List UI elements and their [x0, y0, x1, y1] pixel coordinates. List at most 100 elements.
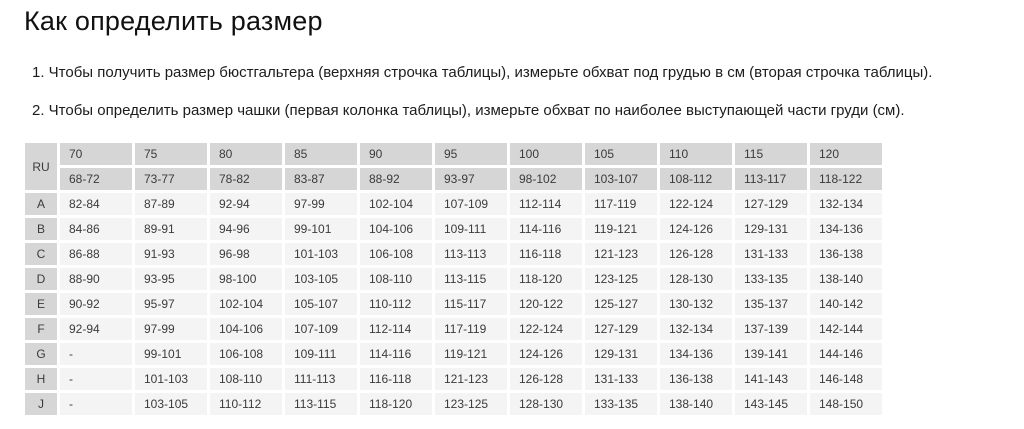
bust-range-cell: 104-106 [360, 218, 432, 240]
band-size-cell: 70 [60, 143, 132, 165]
bust-range-cell: 109-111 [285, 343, 357, 365]
bust-range-cell: 127-129 [585, 318, 657, 340]
bust-range-cell: 87-89 [135, 193, 207, 215]
bust-range-cell: 113-115 [435, 268, 507, 290]
size-table: RU 70 75 80 85 90 95 100 105 110 115 120 68-72 73-77 7… [22, 140, 885, 418]
size-guide-page: Как определить размер 1. Чтобы получить … [0, 6, 1024, 429]
bust-range-cell: 108-110 [210, 368, 282, 390]
bust-range-cell: 110-112 [210, 393, 282, 415]
table-row: D 88-90 93-95 98-100 103-105 108-110 113-115 11… [25, 268, 882, 290]
instruction-step-2: 2. Чтобы определить размер чашки (первая… [32, 102, 905, 119]
bust-range-cell: 115-117 [435, 293, 507, 315]
band-size-cell: 90 [360, 143, 432, 165]
band-size-cell: 100 [510, 143, 582, 165]
bust-range-cell: 108-110 [360, 268, 432, 290]
bust-range-cell: 113-113 [435, 243, 507, 265]
bust-range-cell: 102-104 [360, 193, 432, 215]
table-row: B 84-86 89-91 94-96 99-101 104-106 109-111 114-… [25, 218, 882, 240]
bust-range-cell: 117-119 [435, 318, 507, 340]
bust-range-cell: 90-92 [60, 293, 132, 315]
band-size-cell: 75 [135, 143, 207, 165]
bust-range-cell: 126-128 [510, 368, 582, 390]
bust-range-cell: 138-140 [810, 268, 882, 290]
bust-range-cell: 103-105 [135, 393, 207, 415]
bust-range-cell: 111-113 [285, 368, 357, 390]
bust-range-cell: 93-95 [135, 268, 207, 290]
bust-range-cell: 120-122 [510, 293, 582, 315]
table-row: J -103-105 110-112 113-115 118-120 123-125 128… [25, 393, 882, 415]
bust-range-cell: 129-131 [585, 343, 657, 365]
underbust-range-cell: 68-72 [60, 168, 132, 190]
underbust-range-cell: 93-97 [435, 168, 507, 190]
bust-range-cell: 116-118 [360, 368, 432, 390]
bust-range-cell: 144-146 [810, 343, 882, 365]
band-size-cell: 85 [285, 143, 357, 165]
bust-range-cell: - [60, 343, 132, 365]
bust-range-cell: 106-108 [360, 243, 432, 265]
bust-range-cell: 116-118 [510, 243, 582, 265]
bust-range-cell: 142-144 [810, 318, 882, 340]
bust-range-cell: 112-114 [360, 318, 432, 340]
bust-range-cell: 119-121 [435, 343, 507, 365]
bust-range-cell: 109-111 [435, 218, 507, 240]
bust-range-cell: 112-114 [510, 193, 582, 215]
underbust-range-cell: 103-107 [585, 168, 657, 190]
band-size-cell: 80 [210, 143, 282, 165]
bust-range-cell: 117-119 [585, 193, 657, 215]
bust-range-cell: 121-123 [585, 243, 657, 265]
bust-range-cell: 89-91 [135, 218, 207, 240]
bust-range-cell: 96-98 [210, 243, 282, 265]
bust-range-cell: 137-139 [735, 318, 807, 340]
bust-range-cell: 124-126 [660, 218, 732, 240]
page-title: Как определить размер [24, 6, 323, 36]
underbust-range-cell: 73-77 [135, 168, 207, 190]
bust-range-cell: 118-120 [360, 393, 432, 415]
bust-range-cell: 92-94 [60, 318, 132, 340]
bust-range-cell: 135-137 [735, 293, 807, 315]
bust-range-cell: 136-138 [660, 368, 732, 390]
bust-range-cell: 103-105 [285, 268, 357, 290]
bust-range-cell: 123-125 [585, 268, 657, 290]
bust-range-cell: 134-136 [810, 218, 882, 240]
bust-range-cell: 128-130 [510, 393, 582, 415]
cup-label-cell: F [25, 318, 57, 340]
underbust-range-cell: 78-82 [210, 168, 282, 190]
bust-range-cell: 133-135 [585, 393, 657, 415]
bust-range-cell: 139-141 [735, 343, 807, 365]
bust-range-cell: 107-109 [435, 193, 507, 215]
bust-range-cell: 102-104 [210, 293, 282, 315]
underbust-range-cell: 88-92 [360, 168, 432, 190]
bust-range-cell: 138-140 [660, 393, 732, 415]
cup-label-cell: A [25, 193, 57, 215]
bust-range-cell: 128-130 [660, 268, 732, 290]
band-size-cell: 115 [735, 143, 807, 165]
bust-range-cell: 88-90 [60, 268, 132, 290]
bust-range-cell: 101-103 [285, 243, 357, 265]
bust-range-cell: 97-99 [135, 318, 207, 340]
bust-range-cell: 94-96 [210, 218, 282, 240]
underbust-range-cell: 98-102 [510, 168, 582, 190]
bust-range-cell: 121-123 [435, 368, 507, 390]
bust-range-cell: 118-120 [510, 268, 582, 290]
bust-range-cell: - [60, 368, 132, 390]
bust-range-cell: 82-84 [60, 193, 132, 215]
bust-range-cell: 124-126 [510, 343, 582, 365]
bust-range-cell: 131-133 [735, 243, 807, 265]
bust-range-cell: 104-106 [210, 318, 282, 340]
bust-range-cell: 95-97 [135, 293, 207, 315]
bust-range-cell: 131-133 [585, 368, 657, 390]
cup-label-cell: G [25, 343, 57, 365]
table-row: G -99-101 106-108 109-111 114-116 119-121 124-… [25, 343, 882, 365]
table-row: 68-72 73-77 78-82 83-87 88-92 93-97 98-102 103-… [25, 168, 882, 190]
table-row: E 90-92 95-97 102-104 105-107 110-112 115-117 1… [25, 293, 882, 315]
table-row: H -101-103 108-110 111-113 116-118 121-123 126… [25, 368, 882, 390]
bust-range-cell: 86-88 [60, 243, 132, 265]
underbust-range-cell: 108-112 [660, 168, 732, 190]
bust-range-cell: 114-116 [510, 218, 582, 240]
bust-range-cell: 105-107 [285, 293, 357, 315]
bust-range-cell: 84-86 [60, 218, 132, 240]
corner-ru-label: RU [25, 143, 57, 190]
instruction-step-1: 1. Чтобы получить размер бюстгальтера (в… [32, 64, 933, 81]
bust-range-cell: 99-101 [285, 218, 357, 240]
bust-range-cell: 114-116 [360, 343, 432, 365]
